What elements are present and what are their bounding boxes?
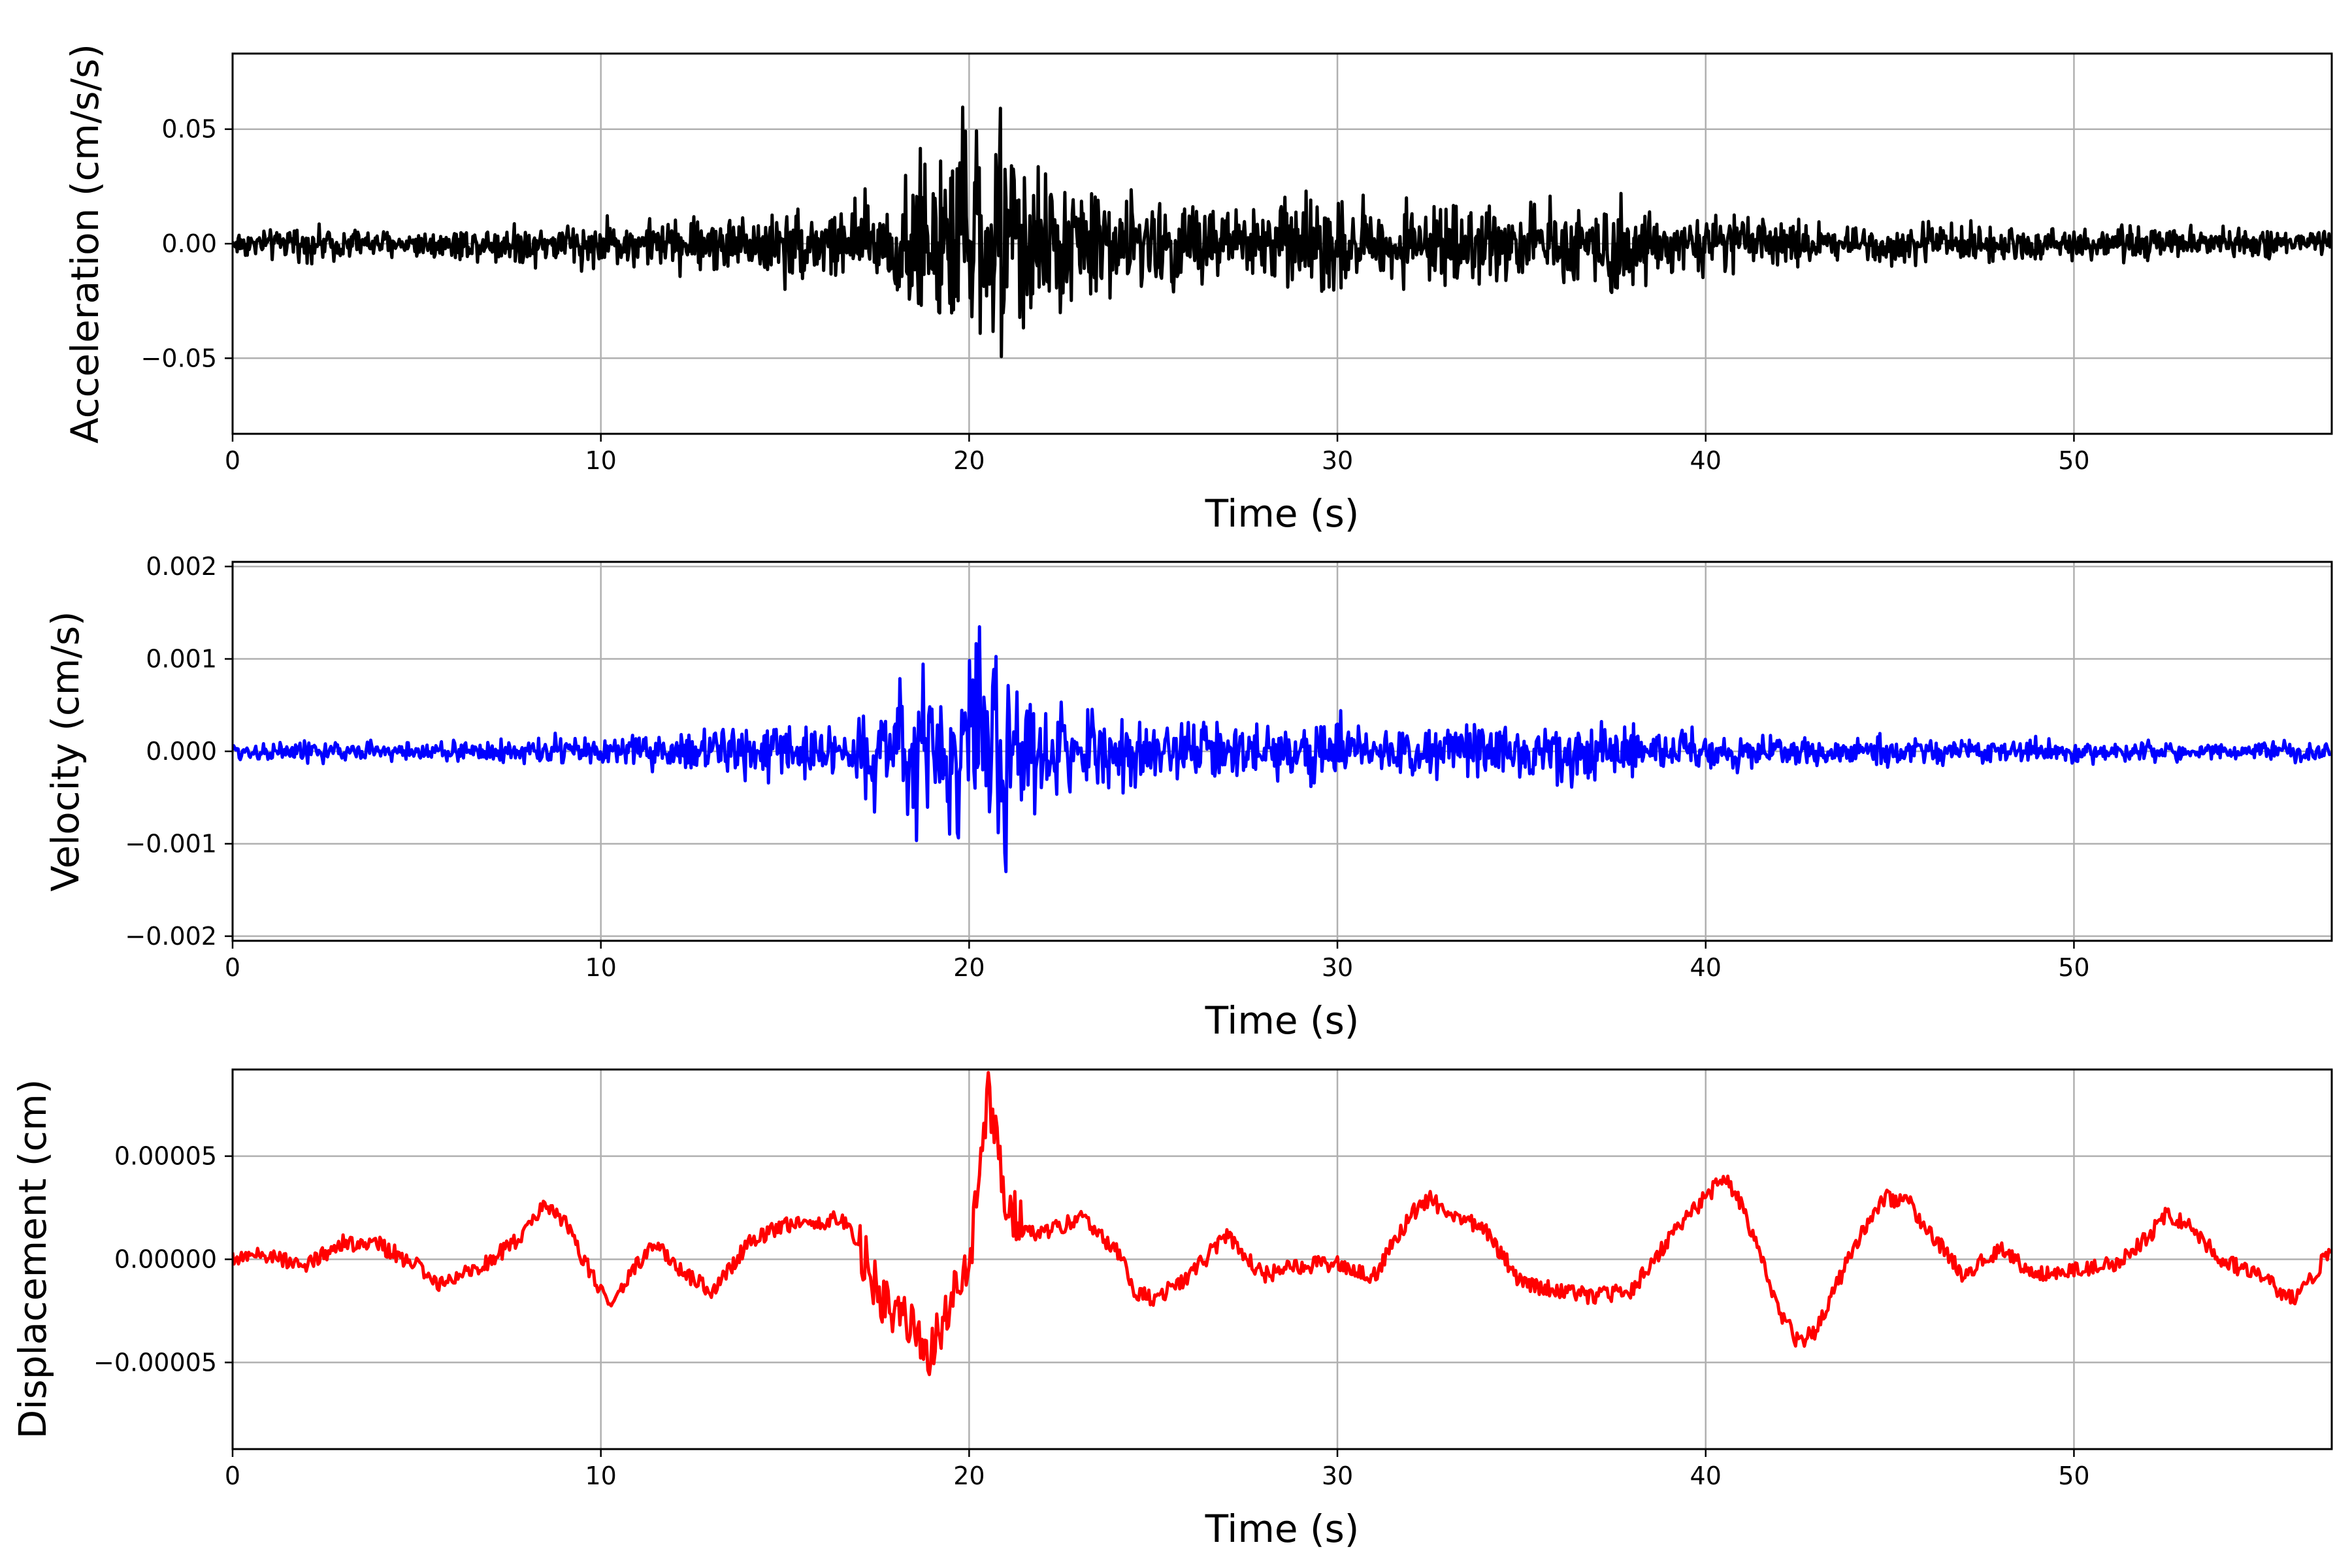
velocity-y-tick-label: 0.000: [146, 737, 217, 766]
velocity-y-tick-label: −0.002: [125, 922, 217, 951]
acceleration-series-line: [233, 105, 2332, 359]
velocity-x-tick-label: 20: [953, 953, 985, 982]
velocity-x-tick-label: 0: [225, 953, 240, 982]
displacement-x-tick-label: 20: [953, 1462, 985, 1490]
acceleration-x-tick-label: 40: [1690, 446, 1722, 475]
displacement-series-line: [233, 1071, 2332, 1377]
acceleration-y-tick-label: 0.05: [161, 115, 217, 144]
velocity-series-line: [233, 625, 2332, 874]
acceleration-x-tick-label: 10: [585, 446, 617, 475]
displacement-x-tick-label: 10: [585, 1462, 617, 1490]
displacement-x-tick-label: 0: [225, 1462, 240, 1490]
displacement-y-tick-label: 0.00005: [114, 1142, 217, 1171]
displacement-y-tick-label: −0.00005: [93, 1348, 217, 1377]
displacement-x-tick-label: 40: [1690, 1462, 1722, 1490]
velocity-y-tick-label: 0.002: [146, 552, 217, 581]
acceleration-y-tick-label: 0.00: [161, 229, 217, 258]
acceleration-x-tick-label: 50: [2058, 446, 2089, 475]
acceleration-panel: 0 10 20 30 40 50 −0.05 0.00 0.05 Time (s) Accelera…: [63, 44, 2333, 536]
velocity-x-tick-label: 40: [1690, 953, 1722, 982]
velocity-x-axis-label: Time (s): [1205, 998, 1360, 1043]
displacement-x-tick-label: 30: [1322, 1462, 1353, 1490]
acceleration-x-tick-label: 0: [225, 446, 240, 475]
velocity-x-tick-label: 10: [585, 953, 617, 982]
displacement-x-axis-label: Time (s): [1205, 1507, 1360, 1551]
displacement-y-axis-label: Displacement (cm): [10, 1079, 55, 1439]
velocity-x-tick-label: 30: [1322, 953, 1353, 982]
velocity-y-tick-label: 0.001: [146, 645, 217, 674]
displacement-x-tick-label: 50: [2058, 1462, 2089, 1490]
velocity-x-tick-label: 50: [2058, 953, 2089, 982]
velocity-y-axis-label: Velocity (cm/s): [43, 611, 88, 891]
displacement-y-tick-label: 0.00000: [114, 1245, 217, 1274]
displacement-panel: 0 10 20 30 40 50 −0.00005 0.00000 0.00005 Time (s…: [10, 1068, 2333, 1551]
acceleration-x-axis-label: Time (s): [1205, 491, 1360, 536]
acceleration-y-tick-label: −0.05: [141, 344, 217, 372]
acceleration-y-axis-label: Acceleration (cm/s/s): [63, 44, 107, 444]
velocity-y-tick-label: −0.001: [125, 829, 217, 858]
velocity-panel: 0 10 20 30 40 50 −0.002 −0.001 0.000 0.001 0.002 Ti…: [43, 552, 2333, 1043]
acceleration-x-tick-label: 20: [953, 446, 985, 475]
acceleration-x-tick-label: 30: [1322, 446, 1353, 475]
